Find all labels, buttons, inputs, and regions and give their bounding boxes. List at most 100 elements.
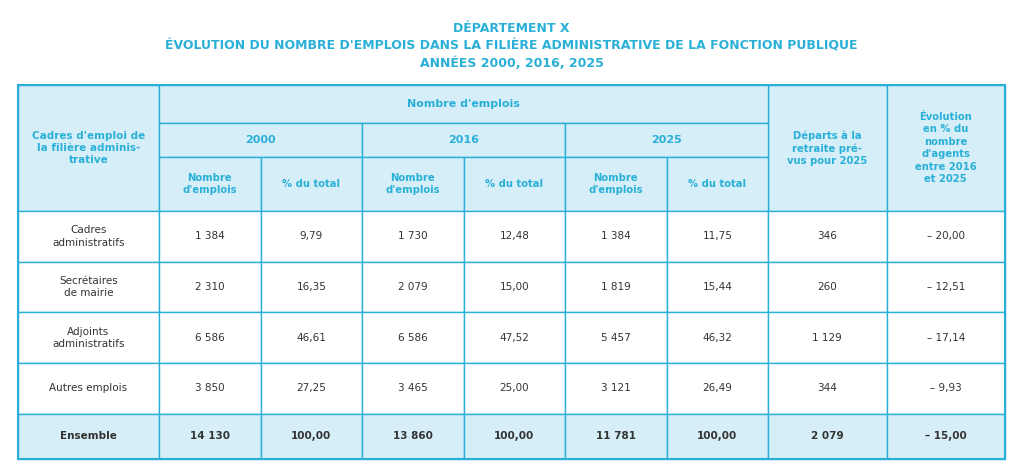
Text: Nombre
d'emplois: Nombre d'emplois: [386, 173, 440, 195]
Bar: [261, 262, 362, 312]
Bar: [667, 157, 768, 211]
Text: ÉVOLUTION DU NOMBRE D'EMPLOIS DANS LA FILIÈRE ADMINISTRATIVE DE LA FONCTION PUBL: ÉVOLUTION DU NOMBRE D'EMPLOIS DANS LA FI…: [166, 40, 857, 52]
Bar: [362, 414, 463, 459]
Text: 1 384: 1 384: [195, 232, 225, 241]
Bar: [768, 262, 887, 312]
Text: 346: 346: [817, 232, 837, 241]
Text: ANNÉES 2000, 2016, 2025: ANNÉES 2000, 2016, 2025: [419, 56, 604, 70]
Text: Évolution
en % du
nombre
d'agents
entre 2016
et 2025: Évolution en % du nombre d'agents entre …: [915, 112, 977, 184]
Text: Nombre d'emplois: Nombre d'emplois: [407, 99, 520, 109]
Text: Secrétaires
de mairie: Secrétaires de mairie: [59, 276, 118, 298]
Bar: [565, 211, 667, 262]
Bar: [261, 363, 362, 414]
Bar: [667, 312, 768, 363]
Text: % du total: % du total: [282, 179, 341, 189]
Bar: [768, 363, 887, 414]
Bar: [768, 312, 887, 363]
Text: 47,52: 47,52: [499, 333, 529, 343]
Bar: [565, 123, 768, 157]
Bar: [159, 211, 261, 262]
Text: Ensemble: Ensemble: [60, 432, 117, 441]
Bar: [362, 211, 463, 262]
Bar: [18, 211, 159, 262]
Text: – 17,14: – 17,14: [927, 333, 965, 343]
Bar: [565, 363, 667, 414]
Text: 3 465: 3 465: [398, 383, 428, 393]
Bar: [18, 414, 159, 459]
Text: 2 310: 2 310: [195, 282, 225, 292]
Bar: [18, 363, 159, 414]
Text: 46,61: 46,61: [297, 333, 326, 343]
Text: 2000: 2000: [246, 135, 276, 145]
Text: Cadres d'emploi de
la filière adminis-
trative: Cadres d'emploi de la filière adminis- t…: [32, 131, 145, 165]
Text: 100,00: 100,00: [698, 432, 738, 441]
Bar: [887, 211, 1005, 262]
Bar: [463, 414, 565, 459]
Text: 100,00: 100,00: [494, 432, 534, 441]
Bar: [463, 211, 565, 262]
Bar: [159, 123, 362, 157]
Text: 1 129: 1 129: [812, 333, 842, 343]
Bar: [463, 262, 565, 312]
Bar: [261, 211, 362, 262]
Bar: [667, 363, 768, 414]
Bar: [159, 363, 261, 414]
Bar: [667, 262, 768, 312]
Bar: [18, 312, 159, 363]
Text: 12,48: 12,48: [499, 232, 529, 241]
Text: 46,32: 46,32: [703, 333, 732, 343]
Bar: [887, 85, 1005, 211]
Text: Cadres
administratifs: Cadres administratifs: [52, 225, 125, 248]
Bar: [18, 85, 159, 211]
Text: DÉPARTEMENT X: DÉPARTEMENT X: [453, 22, 570, 35]
Bar: [159, 85, 768, 123]
Text: Nombre
d'emplois: Nombre d'emplois: [588, 173, 643, 195]
Text: Autres emplois: Autres emplois: [49, 383, 128, 393]
Text: 25,00: 25,00: [499, 383, 529, 393]
Bar: [463, 363, 565, 414]
Bar: [887, 414, 1005, 459]
Bar: [565, 312, 667, 363]
Bar: [261, 312, 362, 363]
Text: 15,44: 15,44: [703, 282, 732, 292]
Text: 16,35: 16,35: [297, 282, 326, 292]
Bar: [362, 363, 463, 414]
Bar: [261, 414, 362, 459]
Text: 100,00: 100,00: [292, 432, 331, 441]
Bar: [362, 123, 565, 157]
Text: 2 079: 2 079: [398, 282, 428, 292]
Text: – 15,00: – 15,00: [925, 432, 967, 441]
Text: 3 850: 3 850: [195, 383, 225, 393]
Bar: [667, 414, 768, 459]
Text: 9,79: 9,79: [300, 232, 323, 241]
Text: 2 079: 2 079: [811, 432, 844, 441]
Bar: [768, 211, 887, 262]
Text: – 20,00: – 20,00: [927, 232, 965, 241]
Bar: [261, 157, 362, 211]
Bar: [18, 85, 1005, 459]
Bar: [768, 414, 887, 459]
Text: % du total: % du total: [688, 179, 747, 189]
Text: 3 121: 3 121: [601, 383, 631, 393]
Bar: [565, 414, 667, 459]
Text: – 12,51: – 12,51: [927, 282, 965, 292]
Text: Départs à la
retraite pré-
vus pour 2025: Départs à la retraite pré- vus pour 2025: [788, 130, 868, 166]
Text: 1 730: 1 730: [398, 232, 428, 241]
Text: 14 130: 14 130: [189, 432, 230, 441]
Bar: [463, 157, 565, 211]
Bar: [159, 312, 261, 363]
Text: Adjoints
administratifs: Adjoints administratifs: [52, 326, 125, 349]
Text: – 9,93: – 9,93: [930, 383, 962, 393]
Text: 1 819: 1 819: [601, 282, 631, 292]
Text: % du total: % du total: [485, 179, 543, 189]
Text: 26,49: 26,49: [703, 383, 732, 393]
Bar: [159, 157, 261, 211]
Bar: [362, 262, 463, 312]
Bar: [667, 211, 768, 262]
Bar: [159, 262, 261, 312]
Text: 15,00: 15,00: [499, 282, 529, 292]
Text: 6 586: 6 586: [398, 333, 428, 343]
Text: 13 860: 13 860: [393, 432, 433, 441]
Text: 6 586: 6 586: [195, 333, 225, 343]
Text: 260: 260: [817, 282, 837, 292]
